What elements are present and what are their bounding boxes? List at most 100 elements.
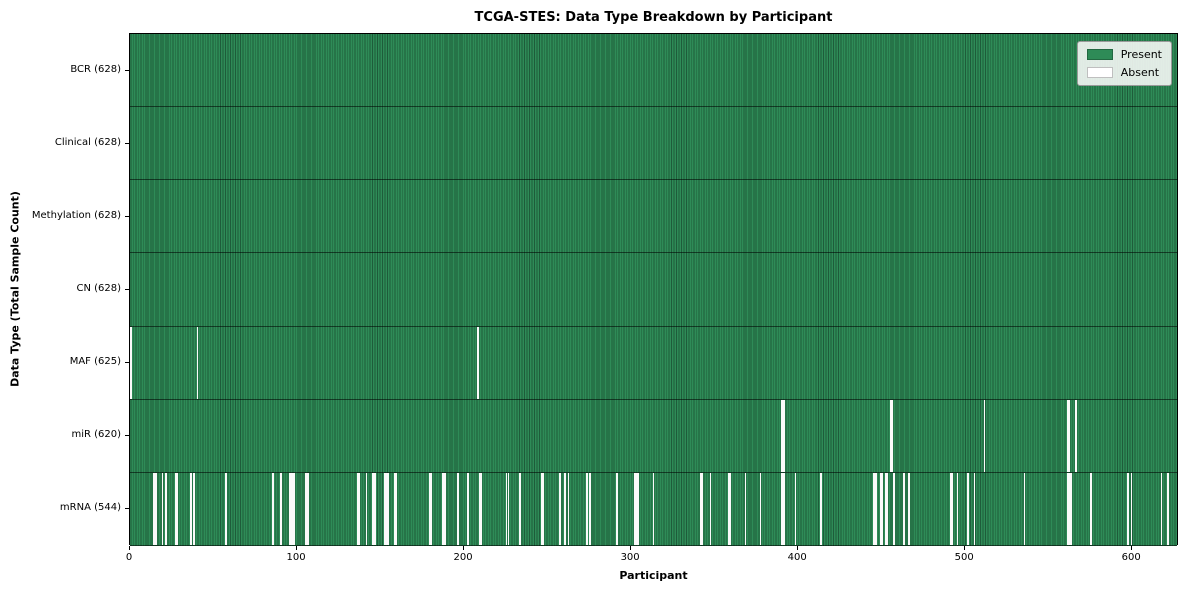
- absent-bar: [428, 472, 431, 545]
- y-tick-label: BCR (628): [70, 63, 121, 75]
- absent-bar: [540, 472, 543, 545]
- absent-bar: [727, 472, 730, 545]
- x-tick-label: 0: [125, 552, 133, 563]
- absent-bar: [1070, 472, 1073, 545]
- absent-bar: [165, 472, 167, 545]
- absent-bar: [880, 472, 882, 545]
- absent-bar: [890, 399, 892, 472]
- absent-bar: [365, 472, 368, 545]
- row-mRNA: [130, 472, 1177, 546]
- absent-bar: [819, 472, 822, 545]
- absent-bar: [885, 472, 887, 545]
- absent-bar: [357, 472, 359, 545]
- absent-bar: [781, 472, 784, 545]
- absent-bar: [542, 472, 545, 545]
- absent-bar: [505, 472, 508, 545]
- absent-bar: [1090, 472, 1093, 545]
- absent-bar: [881, 472, 884, 545]
- y-tick-label: CN (628): [76, 283, 121, 294]
- absent-bar: [477, 326, 480, 399]
- absent-bar: [1130, 472, 1133, 545]
- absent-bar: [507, 472, 510, 545]
- absent-bar: [288, 472, 291, 545]
- x-tick-label: 300: [620, 552, 640, 563]
- row-CN: [130, 253, 1177, 327]
- absent-bar: [567, 472, 570, 545]
- chart-title: TCGA-STES: Data Type Breakdown by Partic…: [474, 10, 833, 25]
- absent-bar: [176, 472, 179, 545]
- x-tick-mark: [797, 546, 799, 550]
- x-tick-mark: [964, 546, 966, 550]
- absent-bar: [908, 472, 911, 545]
- absent-bar: [637, 472, 640, 545]
- absent-bar: [1067, 399, 1069, 472]
- absent-bar: [783, 399, 785, 472]
- absent-bar: [290, 472, 292, 545]
- absent-bar: [652, 472, 655, 545]
- absent-bar: [480, 472, 483, 545]
- absent-bar: [701, 472, 703, 545]
- absent-bar: [457, 472, 460, 545]
- row-BCR: [130, 34, 1177, 108]
- plot-area: Present Absent: [129, 33, 1178, 546]
- y-tick-label: mRNA (544): [59, 502, 121, 514]
- absent-bar: [1160, 472, 1163, 545]
- absent-bar: [744, 472, 747, 545]
- x-axis-label: Participant: [619, 569, 688, 582]
- absent-bar: [709, 472, 712, 545]
- absent-bar: [383, 472, 386, 545]
- y-tick-mark: [125, 142, 129, 144]
- absent-bar: [444, 472, 446, 545]
- absent-bar: [891, 399, 894, 472]
- absent-bar: [387, 472, 389, 545]
- x-tick-mark: [630, 546, 632, 550]
- absent-bar: [1127, 472, 1129, 545]
- absent-bar: [372, 472, 374, 545]
- absent-bar: [1167, 472, 1169, 545]
- x-tick-label: 600: [1121, 552, 1141, 563]
- y-tick-label: Clinical (628): [54, 136, 121, 148]
- absent-bar: [430, 472, 433, 545]
- absent-bar: [193, 472, 196, 545]
- absent-bar: [1068, 399, 1071, 472]
- absent-bar: [190, 472, 192, 545]
- y-tick-mark: [125, 215, 129, 217]
- absent-bar: [292, 472, 294, 545]
- absent-bar: [280, 472, 282, 545]
- y-tick-mark: [125, 362, 129, 364]
- absent-bar: [395, 472, 398, 545]
- y-tick-mark: [125, 69, 129, 71]
- absent-bar: [874, 472, 877, 545]
- legend-label-absent: Absent: [1120, 66, 1160, 79]
- absent-bar: [589, 472, 591, 545]
- absent-swatch-icon: [1086, 67, 1113, 78]
- absent-bar: [393, 472, 396, 545]
- x-tick-label: 500: [954, 552, 974, 563]
- absent-bar: [358, 472, 361, 545]
- row-miR: [130, 399, 1177, 473]
- absent-bar: [729, 472, 732, 545]
- absent-bar: [519, 472, 521, 545]
- absent-bar: [634, 472, 637, 545]
- y-tick-mark: [125, 508, 129, 510]
- y-tick-mark: [125, 435, 129, 437]
- absent-bar: [1023, 472, 1026, 545]
- row-MAF: [130, 326, 1177, 400]
- absent-bar: [794, 472, 797, 545]
- y-tick-label: Methylation (628): [31, 209, 121, 221]
- absent-bar: [983, 399, 986, 472]
- absent-bar: [305, 472, 308, 545]
- y-tick-label: MAF (625): [69, 356, 121, 368]
- absent-bar: [956, 472, 959, 545]
- legend-item-present: Present: [1086, 48, 1162, 61]
- absent-bar: [155, 472, 157, 545]
- x-tick-mark: [296, 546, 298, 550]
- absent-bar: [903, 472, 906, 545]
- absent-bar: [467, 472, 470, 545]
- absent-bar: [196, 326, 199, 399]
- legend-label-present: Present: [1120, 48, 1162, 61]
- absent-bar: [373, 472, 376, 545]
- x-tick-label: 100: [286, 552, 306, 563]
- absent-bar: [161, 472, 164, 545]
- absent-bar: [307, 472, 309, 545]
